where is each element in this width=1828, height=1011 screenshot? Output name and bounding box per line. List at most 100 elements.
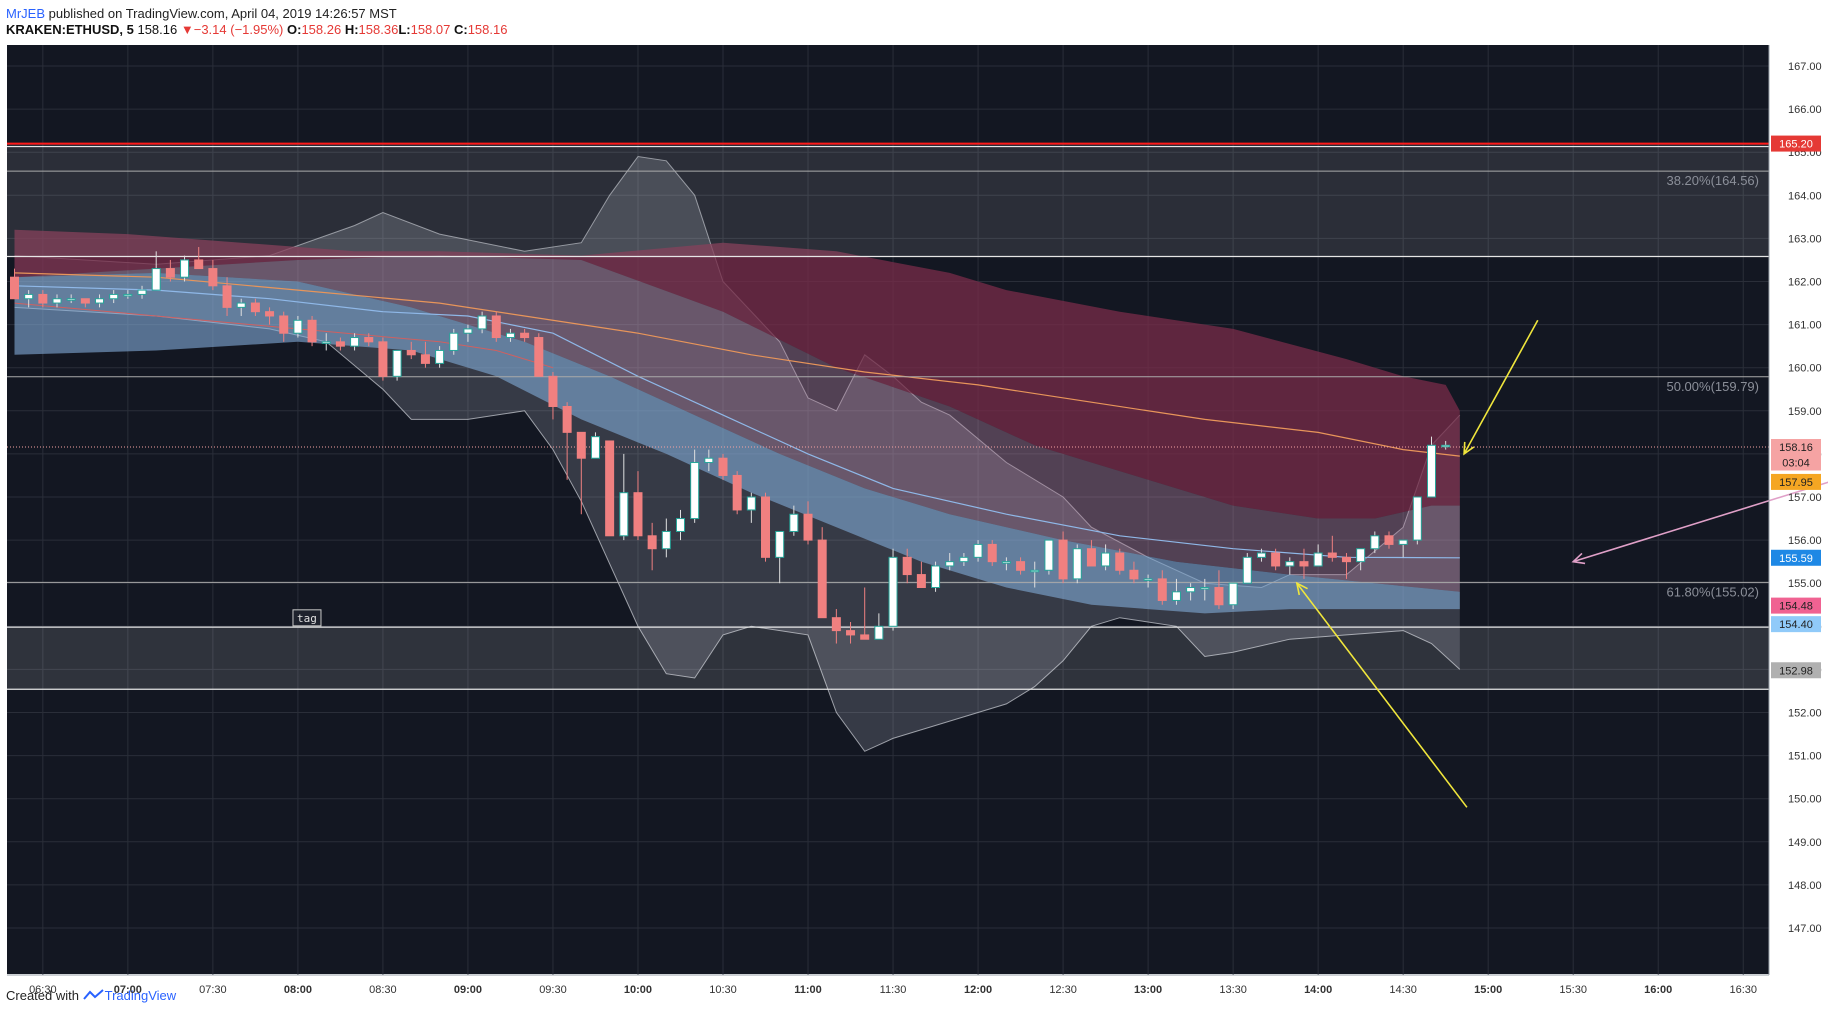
price-tick-label: 163.00 xyxy=(1788,233,1822,245)
annotation-arrows[interactable] xyxy=(1295,319,1828,808)
time-axis[interactable]: 06:30 07:00 07:30 08:00 08:30 09:00 09:30 10:00… xyxy=(29,984,1757,996)
candle-body xyxy=(1313,552,1323,567)
publish-info: published on TradingView.com, April 04, … xyxy=(45,6,397,21)
candle-body xyxy=(647,535,657,550)
tradingview-brand[interactable]: TradingView xyxy=(104,988,177,1003)
price-label-3: 157.95 xyxy=(1779,477,1813,489)
candle-body xyxy=(1001,561,1011,564)
tag-label: tag xyxy=(292,609,322,627)
symbol-name[interactable]: KRAKEN:ETHUSD, 5 xyxy=(6,22,134,37)
candle-body xyxy=(250,302,260,313)
candle-body xyxy=(746,496,756,511)
candle-body xyxy=(222,285,232,308)
candle-body xyxy=(194,259,204,270)
low-value: 158.07 xyxy=(410,22,451,37)
price-tick-label: 164.00 xyxy=(1788,190,1822,202)
candle-body xyxy=(846,630,856,636)
time-tick-label: 14:00 xyxy=(1304,984,1332,996)
candle-body xyxy=(1327,552,1337,558)
resistance-price-label-bg xyxy=(1771,135,1821,152)
tag-label-text: tag xyxy=(297,612,317,625)
upper-shaded-zone xyxy=(7,143,1769,257)
candle-body xyxy=(1412,496,1422,541)
candle-body xyxy=(1271,552,1281,567)
close-value: 158.16 xyxy=(467,22,508,37)
candle-body xyxy=(605,440,615,537)
candle-body xyxy=(1341,556,1351,563)
price-change: −3.14 (−1.95%) xyxy=(193,22,284,37)
candle-body xyxy=(1285,561,1295,567)
last-price: 158.16 xyxy=(137,22,178,37)
candle-body xyxy=(307,319,317,343)
candle-body xyxy=(916,574,926,589)
low-label: L: xyxy=(398,22,411,37)
price-tick-label: 150.00 xyxy=(1788,794,1822,806)
price-tick-label: 156.00 xyxy=(1788,535,1822,547)
candle-body xyxy=(1101,552,1111,567)
candle-body xyxy=(95,298,105,304)
price-tick-label: 152.00 xyxy=(1788,708,1822,720)
price-label-4: 155.59 xyxy=(1779,553,1813,565)
candle-body xyxy=(959,556,969,563)
price-label-1-bg xyxy=(1771,439,1821,456)
price-tick-label: 159.00 xyxy=(1788,406,1822,418)
time-tick-label: 12:00 xyxy=(964,984,992,996)
candle-body xyxy=(619,492,629,537)
candle-body xyxy=(1072,548,1082,580)
down-arrow-icon: ▼ xyxy=(180,22,194,37)
candle-body xyxy=(1058,539,1068,580)
high-label: H: xyxy=(344,22,359,37)
price-tick-label: 167.00 xyxy=(1788,61,1822,73)
candle-body xyxy=(860,634,870,640)
tag-label-box xyxy=(292,609,322,627)
arrow-annotation-3 xyxy=(1571,481,1828,565)
candle-body xyxy=(576,431,586,459)
price-label-2-bg xyxy=(1771,454,1821,471)
candle-body xyxy=(973,543,983,558)
overlap-cloud-fill xyxy=(14,255,1460,592)
time-tick-label: 10:30 xyxy=(709,984,737,996)
created-with-text: Created with xyxy=(6,988,79,1003)
price-label-1: 158.16 xyxy=(1779,442,1813,454)
candle-body xyxy=(321,341,331,344)
candle-body xyxy=(1186,587,1196,593)
candle-body xyxy=(180,259,190,278)
price-tick-label: 162.00 xyxy=(1788,277,1822,289)
arrow-annotation-3-shaft xyxy=(1572,481,1828,563)
price-axis[interactable]: 167.00166.00165.00164.00163.00162.00161.… xyxy=(1788,61,1822,935)
candle-body xyxy=(1044,539,1054,571)
candle-body xyxy=(1171,591,1181,601)
time-tick-label: 13:00 xyxy=(1134,984,1162,996)
candle-body xyxy=(52,298,62,304)
candle-body xyxy=(1356,548,1366,563)
price-tick-label: 155.00 xyxy=(1788,578,1822,590)
candle-body xyxy=(520,332,530,339)
candle-body xyxy=(1129,569,1139,580)
candle-body xyxy=(1200,587,1210,590)
indicator-bands xyxy=(14,155,1461,752)
price-tick-label: 161.00 xyxy=(1788,320,1822,332)
candle-body xyxy=(987,543,997,563)
candle-body xyxy=(265,311,275,317)
high-value: 158.36 xyxy=(358,22,399,37)
open-label: O: xyxy=(286,22,302,37)
candle-body xyxy=(1256,552,1266,558)
candle-body xyxy=(534,337,544,377)
price-label-7-bg xyxy=(1771,662,1821,679)
candle-body xyxy=(1143,578,1153,581)
price-tick-label: 157.00 xyxy=(1788,492,1822,504)
time-tick-label: 09:30 xyxy=(539,984,567,996)
price-label-2: 03:04 xyxy=(1782,458,1810,470)
candle-body xyxy=(392,349,402,377)
time-tick-label: 11:30 xyxy=(880,984,907,996)
candle-body xyxy=(364,337,374,343)
arrow-annotation-2 xyxy=(1295,581,1468,808)
candle-body xyxy=(151,268,161,291)
price-tick-label: 147.00 xyxy=(1788,923,1822,935)
candle-body xyxy=(66,298,76,301)
red-cloud-fill xyxy=(14,229,1460,519)
price-tick-label: 151.00 xyxy=(1788,751,1822,763)
time-tick-label: 15:30 xyxy=(1559,984,1587,996)
author-link[interactable]: MrJEB xyxy=(6,6,45,21)
